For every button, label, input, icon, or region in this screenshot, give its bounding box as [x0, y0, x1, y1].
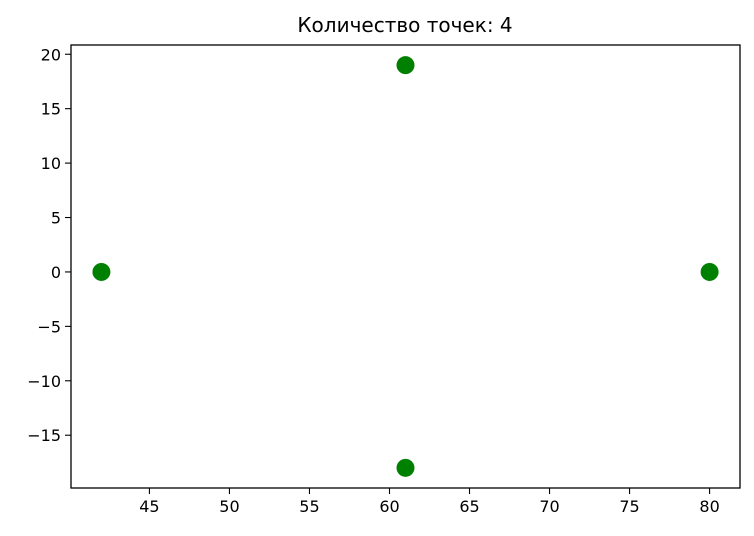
scatter-point [396, 458, 415, 477]
y-tick-label: −15 [27, 426, 61, 445]
x-tick-label: 55 [299, 497, 319, 516]
x-tick-label: 65 [459, 497, 479, 516]
y-tick-label: 15 [41, 100, 61, 119]
y-tick-label: 10 [41, 154, 61, 173]
x-tick-label: 50 [219, 497, 239, 516]
x-tick-label: 80 [699, 497, 719, 516]
y-tick-label: 5 [51, 209, 61, 228]
y-tick-label: −5 [37, 317, 61, 336]
scatter-point [92, 262, 111, 281]
y-tick-label: 20 [41, 45, 61, 64]
chart-title: Количество точек: 4 [297, 13, 512, 37]
x-tick-label: 60 [379, 497, 399, 516]
y-tick-label: −10 [27, 372, 61, 391]
x-tick-label: 75 [619, 497, 639, 516]
scatter-point [700, 262, 719, 281]
x-tick-label: 45 [139, 497, 159, 516]
plot-area: 45 50 55 60 65 70 75 80 −15 −10 −5 0 5 10 15 20 [27, 44, 741, 516]
axes-frame [70, 44, 741, 489]
y-tick-label: 0 [51, 263, 61, 282]
x-tick-label: 70 [539, 497, 559, 516]
scatter-point [396, 56, 415, 75]
